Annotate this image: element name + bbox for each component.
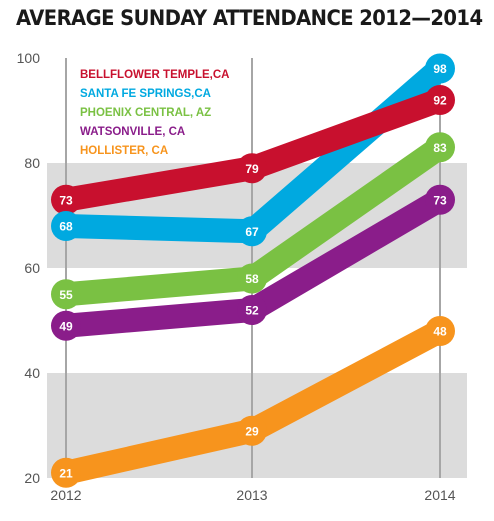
data-label: 79 (245, 162, 259, 176)
data-label: 21 (59, 466, 73, 480)
legend-entry: WATSONVILLE, CA (80, 126, 185, 138)
data-point (237, 295, 267, 325)
y-tick-label: 80 (24, 155, 40, 171)
data-point (425, 316, 455, 346)
data-point (425, 53, 455, 84)
data-label: 49 (59, 319, 73, 333)
data-point (51, 184, 81, 215)
data-label: 83 (433, 141, 447, 155)
data-label: 98 (433, 62, 447, 76)
data-point (237, 415, 267, 446)
y-tick-label: 20 (24, 470, 40, 486)
y-axis: 20 40 60 80 100 (17, 50, 41, 486)
data-label: 29 (245, 424, 259, 438)
data-label: 92 (433, 94, 447, 108)
legend-entry: BELLFLOWER TEMPLE,CA (80, 69, 230, 81)
x-tick-label: 2013 (236, 487, 267, 503)
data-point (237, 263, 267, 294)
data-label: 55 (59, 288, 73, 302)
y-tick-label: 100 (17, 50, 41, 66)
data-point (51, 457, 81, 488)
chart-title: AVERAGE SUNDAY ATTENDANCE 2012—2014 (16, 6, 483, 30)
data-label: 68 (59, 220, 73, 234)
legend-entry: HOLLISTER, CA (80, 145, 168, 157)
x-axis: 2012 2013 2014 (50, 487, 455, 503)
data-label: 73 (433, 193, 447, 207)
data-point (237, 153, 267, 184)
y-tick-label: 40 (24, 365, 40, 381)
data-label: 52 (245, 304, 259, 318)
data-point (425, 184, 455, 215)
data-point (51, 279, 81, 310)
legend: BELLFLOWER TEMPLE,CA SANTA FE SPRINGS,CA P… (80, 69, 230, 157)
legend-entry: SANTA FE SPRINGS,CA (80, 88, 211, 100)
x-tick-label: 2014 (424, 487, 455, 503)
data-label: 58 (245, 272, 259, 286)
data-label: 67 (245, 225, 259, 239)
data-point (51, 211, 81, 241)
data-point (237, 216, 267, 247)
data-point (51, 310, 81, 341)
data-label: 73 (59, 193, 73, 207)
data-label: 48 (433, 325, 447, 339)
data-point (425, 132, 455, 163)
data-points: 73 79 92 68 67 98 55 58 83 49 52 73 21 29 48 (51, 53, 455, 488)
y-tick-label: 60 (24, 260, 40, 276)
x-tick-label: 2012 (50, 487, 81, 503)
legend-entry: PHOENIX CENTRAL, AZ (80, 107, 211, 119)
data-point (425, 85, 455, 115)
